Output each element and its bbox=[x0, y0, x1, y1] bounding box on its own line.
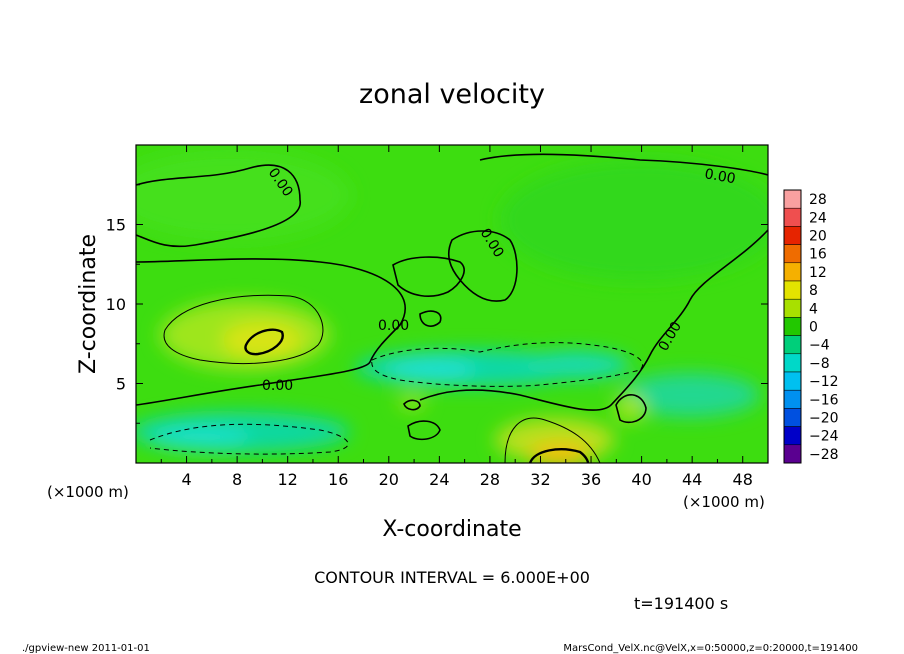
interval-contours bbox=[163, 294, 601, 463]
x-tick-label: 48 bbox=[733, 470, 753, 489]
contour-label-text-4: 0.00 bbox=[378, 318, 409, 334]
colorbar-label: 24 bbox=[809, 210, 827, 226]
colorbar-label: 28 bbox=[809, 192, 827, 208]
chart-title: zonal velocity bbox=[359, 79, 545, 110]
x-unit-label-left: (×1000 m) bbox=[47, 483, 129, 501]
colorbar-label: 8 bbox=[809, 283, 818, 299]
negative-contours bbox=[149, 342, 643, 455]
colorbar-label: 12 bbox=[809, 265, 827, 281]
time-text: t=191400 s bbox=[634, 594, 728, 613]
y-axis-title: Z-coordinate bbox=[76, 234, 101, 374]
x-tick-label: 20 bbox=[379, 470, 399, 489]
zero-contours bbox=[136, 153, 768, 441]
colorbar-swatch bbox=[783, 189, 802, 209]
colorbar-swatch bbox=[783, 298, 802, 318]
colorbar-swatch bbox=[783, 262, 802, 282]
colorbar-swatch bbox=[783, 353, 802, 373]
x-tick-label: 4 bbox=[181, 470, 191, 489]
contour-label-4: 0.00 bbox=[378, 318, 409, 334]
colorbar-swatch bbox=[783, 226, 802, 245]
x-tick-label: 32 bbox=[530, 470, 550, 489]
x-tick-label: 24 bbox=[429, 470, 449, 489]
footer-left: ./gpview-new 2011-01-01 bbox=[22, 643, 150, 654]
y-tick-label: 10 bbox=[106, 295, 126, 314]
colorbar-swatch bbox=[783, 408, 802, 427]
colorbar-label: 20 bbox=[809, 229, 827, 245]
x-tick-label: 36 bbox=[581, 470, 601, 489]
footer-right: MarsCond_VelX.nc@VelX,x=0:50000,z=0:2000… bbox=[563, 643, 858, 654]
colorbar-label: −28 bbox=[809, 447, 839, 463]
x-tick-label: 40 bbox=[631, 470, 651, 489]
colorbar-frame bbox=[783, 189, 802, 464]
x-tick-label: 16 bbox=[328, 470, 348, 489]
x-tick-label: 8 bbox=[232, 470, 242, 489]
colorbar-label: 4 bbox=[809, 301, 818, 317]
colorbar-swatch bbox=[783, 335, 802, 355]
colorbar: 28 24 20 16 12 8 4 0 −4 −8 −12 −16 −20 −24 −28 bbox=[783, 189, 839, 464]
color-field bbox=[136, 150, 768, 463]
colorbar-label: 0 bbox=[809, 320, 818, 336]
colorbar-swatch bbox=[783, 389, 802, 409]
colorbar-swatch bbox=[783, 244, 802, 264]
strong-contours bbox=[244, 328, 590, 463]
y-axis-title-group: Z-coordinate bbox=[76, 234, 101, 374]
colorbar-label: −16 bbox=[809, 392, 839, 408]
colorbar-label: 16 bbox=[809, 247, 827, 263]
colorbar-label: −4 bbox=[809, 338, 830, 354]
x-tick-label: 28 bbox=[480, 470, 500, 489]
contour-label-6: 0.00 bbox=[262, 378, 293, 394]
contour-label-text-6: 0.00 bbox=[262, 378, 293, 394]
contour-label-text-2: 0.00 bbox=[703, 166, 736, 187]
colorbar-label: −24 bbox=[809, 429, 839, 445]
x-axis-title: X-coordinate bbox=[382, 517, 521, 542]
colorbar-label: −20 bbox=[809, 411, 839, 427]
x-tick-label: 12 bbox=[278, 470, 298, 489]
colorbar-swatch bbox=[783, 444, 802, 464]
contour-label-2: 0.00 bbox=[703, 166, 736, 187]
x-tick-label: 44 bbox=[682, 470, 702, 489]
y-axis: 5 10 15 bbox=[106, 184, 768, 424]
contour-interval-text: CONTOUR INTERVAL = 6.000E+00 bbox=[314, 568, 590, 587]
colorbar-swatch bbox=[783, 426, 802, 446]
plot-area: 0.00 0.00 0.00 0.00 0.00 0.00 bbox=[136, 145, 768, 463]
x-axis: 4 8 12 16 20 24 28 32 36 40 44 48 bbox=[160, 145, 753, 489]
y-tick-label: 15 bbox=[106, 216, 126, 235]
x-unit-label-right: (×1000 m) bbox=[683, 493, 765, 511]
colorbar-swatch bbox=[783, 207, 802, 227]
y-tick-label: 5 bbox=[116, 375, 126, 394]
colorbar-swatch bbox=[783, 280, 802, 300]
colorbar-label: −8 bbox=[809, 356, 830, 372]
colorbar-swatch bbox=[783, 317, 802, 336]
colorbar-swatch bbox=[783, 371, 802, 391]
colorbar-label: −12 bbox=[809, 374, 839, 390]
